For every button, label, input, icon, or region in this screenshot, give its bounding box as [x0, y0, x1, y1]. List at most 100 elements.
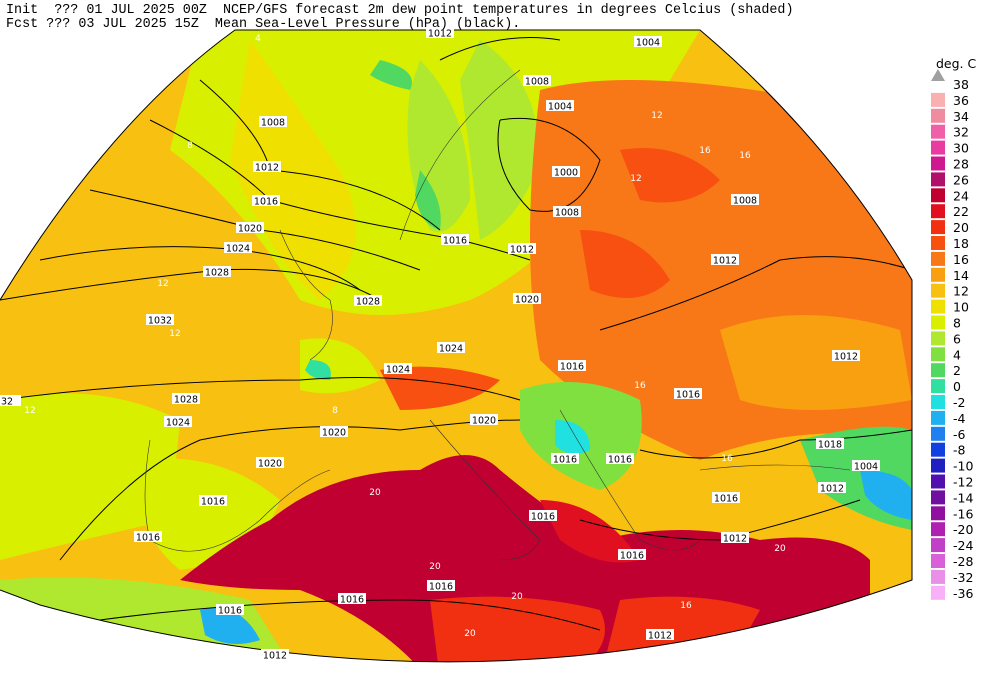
isobar-label: 1016	[340, 595, 364, 606]
colorbar-label: 20	[953, 220, 969, 235]
colorbar-label: 18	[953, 236, 969, 251]
colorbar-swatch	[931, 458, 945, 473]
colorbar-swatch	[931, 220, 945, 235]
dewpoint-label: 20	[429, 562, 441, 572]
colorbar-swatch	[931, 474, 945, 489]
isobar-label-box	[816, 438, 844, 449]
dewpoint-label: 12	[651, 111, 662, 121]
isobar-label: 1024	[439, 344, 463, 355]
isobar-label: 1008	[555, 208, 579, 219]
colorbar-swatch	[931, 124, 945, 139]
isobar-label: 1016	[553, 455, 577, 466]
colorbar-swatch	[931, 188, 945, 203]
isobar-label: 1028	[356, 297, 380, 308]
colorbar-label: 22	[953, 204, 969, 219]
isobar-label-box	[384, 363, 412, 374]
isobar-label: 1028	[205, 268, 229, 279]
isobar-label-box	[721, 532, 749, 543]
isobar-label: 1016	[136, 533, 160, 544]
isobar-label: 1020	[258, 459, 282, 470]
colorbar-swatch	[931, 554, 945, 568]
isobar-label-box	[216, 604, 244, 615]
colorbar-swatch	[931, 379, 945, 394]
isobar-label: 1008	[525, 77, 549, 88]
isobar-label-box	[508, 243, 536, 254]
isobar-label: 1016	[620, 551, 644, 562]
dewpoint-label: 4	[255, 34, 261, 44]
isobar-label: 1016	[714, 494, 738, 505]
colorbar-label: 12	[953, 284, 969, 299]
colorbar-swatch	[931, 331, 945, 346]
isobar-label: 32	[1, 397, 13, 408]
colorbar-swatch	[931, 426, 945, 441]
colorbar-label: -2	[953, 395, 965, 410]
dewpoint-label: 16	[680, 601, 692, 611]
isobar-label-box	[832, 350, 860, 361]
isobar-label-box	[546, 100, 574, 111]
colorbar-label: 28	[953, 157, 969, 172]
isobar-label: 1020	[472, 416, 496, 427]
isobar-label-box	[252, 195, 280, 206]
dewpoint-label: 16	[634, 381, 646, 391]
isobar-label-box	[646, 629, 674, 640]
isobar-label-box	[552, 166, 580, 177]
isobar-label: 1004	[636, 38, 660, 49]
header-line: Fcst ??? 03 JUL 2025 15Z Mean Sea-Level …	[6, 17, 520, 32]
colorbar-swatch	[931, 347, 945, 362]
isobar-label-box	[437, 342, 465, 353]
colorbar-label: 30	[953, 141, 969, 156]
colorbar-label: -32	[953, 570, 973, 585]
isobar-label: 1016	[531, 512, 555, 523]
isobar-label: 1000	[554, 168, 578, 179]
colorbar-swatch	[931, 490, 945, 505]
dewpoint-label: 16	[721, 454, 733, 464]
colorbar-label: -10	[953, 459, 973, 474]
colorbar-swatch	[931, 283, 945, 298]
isobar-label-box	[236, 222, 264, 233]
isobar-label: 1012	[263, 651, 287, 662]
isobar-label-box	[256, 457, 284, 468]
colorbar-swatch	[931, 267, 945, 282]
isobar-label: 1016	[218, 606, 242, 617]
colorbar-swatch	[931, 92, 945, 107]
isobar-label: 1024	[166, 418, 190, 429]
isobar-label-box	[134, 531, 162, 542]
colorbar-label: 8	[953, 316, 961, 331]
colorbar-swatch	[931, 156, 945, 171]
isobar-label-box	[172, 393, 200, 404]
colorbar-label: -8	[953, 443, 966, 458]
colorbar-label: -24	[953, 538, 973, 553]
isobar-label: 1012	[428, 29, 452, 40]
isobar-label-box	[606, 453, 634, 464]
isobar-label: 1020	[322, 428, 346, 439]
colorbar-swatch	[931, 299, 945, 314]
isobar-label-box	[164, 416, 192, 427]
colorbar-label: 2	[953, 363, 961, 378]
isobar-label-box	[818, 482, 846, 493]
isobar-label-box	[320, 426, 348, 437]
isobar-label: 1012	[834, 352, 858, 363]
isobar-label-box	[551, 453, 579, 464]
isobar-label: 1016	[443, 236, 467, 247]
colorbar-swatch	[931, 522, 945, 537]
isobar-label: 1004	[854, 462, 878, 473]
isobar-label: 1018	[818, 440, 842, 451]
colorbar-swatch	[931, 506, 945, 521]
colorbar-swatch	[931, 538, 945, 553]
dewpoint-label: 20	[464, 629, 476, 639]
colorbar-label: 14	[953, 268, 969, 283]
isobar-label: 1020	[515, 295, 539, 306]
isobar-label: 1012	[510, 245, 534, 256]
isobar-label-box	[523, 75, 551, 86]
colorbar-swatch	[931, 585, 945, 600]
colorbar-swatch	[931, 172, 945, 187]
isobar-label: 1008	[733, 196, 757, 207]
colorbar-title: deg. C	[936, 56, 977, 71]
isobar-label: 1016	[560, 362, 584, 373]
isobar-label-box	[259, 116, 287, 127]
isobar-label: 1020	[238, 224, 262, 235]
colorbar-label: -6	[953, 427, 966, 442]
colorbar-label: 10	[953, 300, 969, 315]
dewpoint-label: 12	[157, 279, 168, 289]
